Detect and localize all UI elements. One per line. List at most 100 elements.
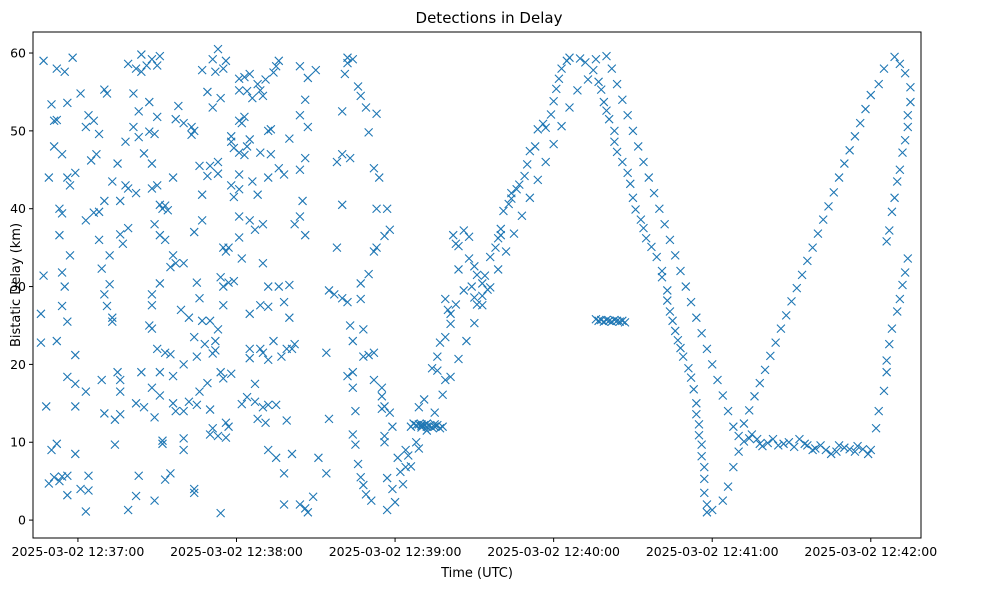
- data-point: [144, 97, 154, 107]
- data-point: [70, 168, 80, 178]
- data-point: [279, 297, 289, 307]
- data-point: [744, 405, 754, 415]
- data-point: [255, 300, 265, 310]
- data-point: [139, 402, 149, 412]
- data-point: [99, 409, 109, 418]
- data-point: [874, 406, 884, 416]
- data-point: [295, 500, 305, 509]
- data-point: [773, 440, 783, 450]
- data-point: [200, 339, 210, 349]
- data-point: [464, 254, 474, 263]
- data-point: [639, 157, 648, 167]
- data-point: [501, 247, 511, 256]
- data-point: [147, 184, 157, 193]
- data-point: [557, 121, 566, 131]
- data-point: [723, 406, 733, 416]
- data-point: [361, 490, 371, 499]
- data-point: [36, 309, 46, 319]
- y-tick-label: 10: [10, 435, 26, 450]
- data-point: [57, 149, 67, 159]
- data-point: [226, 369, 236, 379]
- data-point: [258, 402, 268, 412]
- data-point: [575, 54, 585, 63]
- data-point: [284, 313, 294, 323]
- data-point: [665, 235, 675, 245]
- data-point: [686, 373, 696, 383]
- data-point: [884, 226, 894, 235]
- data-point: [184, 397, 194, 407]
- data-point: [300, 95, 310, 105]
- data-point: [240, 72, 249, 82]
- data-point: [192, 352, 202, 362]
- data-point: [237, 399, 247, 409]
- data-point: [261, 418, 270, 428]
- data-point: [263, 173, 273, 182]
- data-point: [440, 375, 450, 385]
- data-point: [184, 313, 194, 323]
- data-point: [802, 256, 812, 266]
- data-point: [210, 67, 220, 77]
- data-point: [602, 51, 611, 61]
- data-point: [97, 264, 107, 274]
- y-tick-label: 50: [10, 123, 26, 138]
- data-point: [213, 324, 223, 334]
- data-point: [829, 187, 839, 197]
- data-point: [152, 61, 162, 70]
- data-point: [866, 445, 876, 455]
- data-point: [121, 137, 130, 147]
- data-point: [332, 157, 342, 167]
- data-point: [152, 344, 162, 354]
- data-point: [617, 95, 627, 105]
- data-point: [462, 336, 471, 346]
- data-point: [477, 291, 487, 301]
- data-point: [821, 445, 831, 455]
- data-point: [166, 349, 175, 359]
- data-point: [623, 110, 633, 120]
- data-point: [150, 496, 159, 506]
- data-point: [218, 374, 228, 383]
- data-point: [565, 53, 574, 63]
- data-point: [44, 479, 54, 488]
- data-point: [879, 386, 889, 396]
- data-point: [380, 437, 389, 447]
- data-point: [517, 211, 527, 221]
- data-point: [808, 243, 818, 253]
- data-point: [691, 398, 701, 408]
- data-point: [245, 344, 255, 354]
- data-point: [84, 471, 93, 481]
- data-point: [136, 50, 146, 59]
- data-point: [76, 484, 85, 494]
- data-point: [44, 173, 54, 182]
- data-point: [271, 453, 281, 463]
- data-point: [707, 505, 717, 515]
- data-point: [155, 51, 165, 61]
- data-point: [123, 59, 133, 69]
- data-point: [36, 338, 46, 347]
- data-point: [707, 360, 717, 369]
- data-point: [620, 317, 630, 327]
- data-point: [300, 153, 310, 163]
- data-point: [284, 134, 294, 144]
- data-point: [499, 206, 508, 216]
- data-point: [430, 408, 440, 418]
- data-point: [385, 225, 395, 235]
- data-point: [263, 445, 273, 455]
- data-point: [382, 204, 392, 214]
- data-point: [115, 230, 125, 239]
- data-point: [303, 507, 313, 517]
- data-point: [393, 453, 403, 463]
- data-point: [353, 82, 363, 91]
- data-point: [451, 300, 461, 309]
- data-point: [131, 64, 141, 73]
- data-point: [41, 402, 51, 411]
- data-point: [57, 301, 67, 311]
- data-point: [657, 266, 667, 276]
- data-point: [57, 268, 67, 277]
- data-point: [697, 451, 707, 461]
- data-point: [197, 316, 207, 326]
- data-point: [728, 422, 738, 432]
- data-point: [226, 131, 236, 141]
- data-point: [884, 339, 894, 349]
- data-point: [382, 505, 392, 515]
- data-point: [271, 61, 281, 71]
